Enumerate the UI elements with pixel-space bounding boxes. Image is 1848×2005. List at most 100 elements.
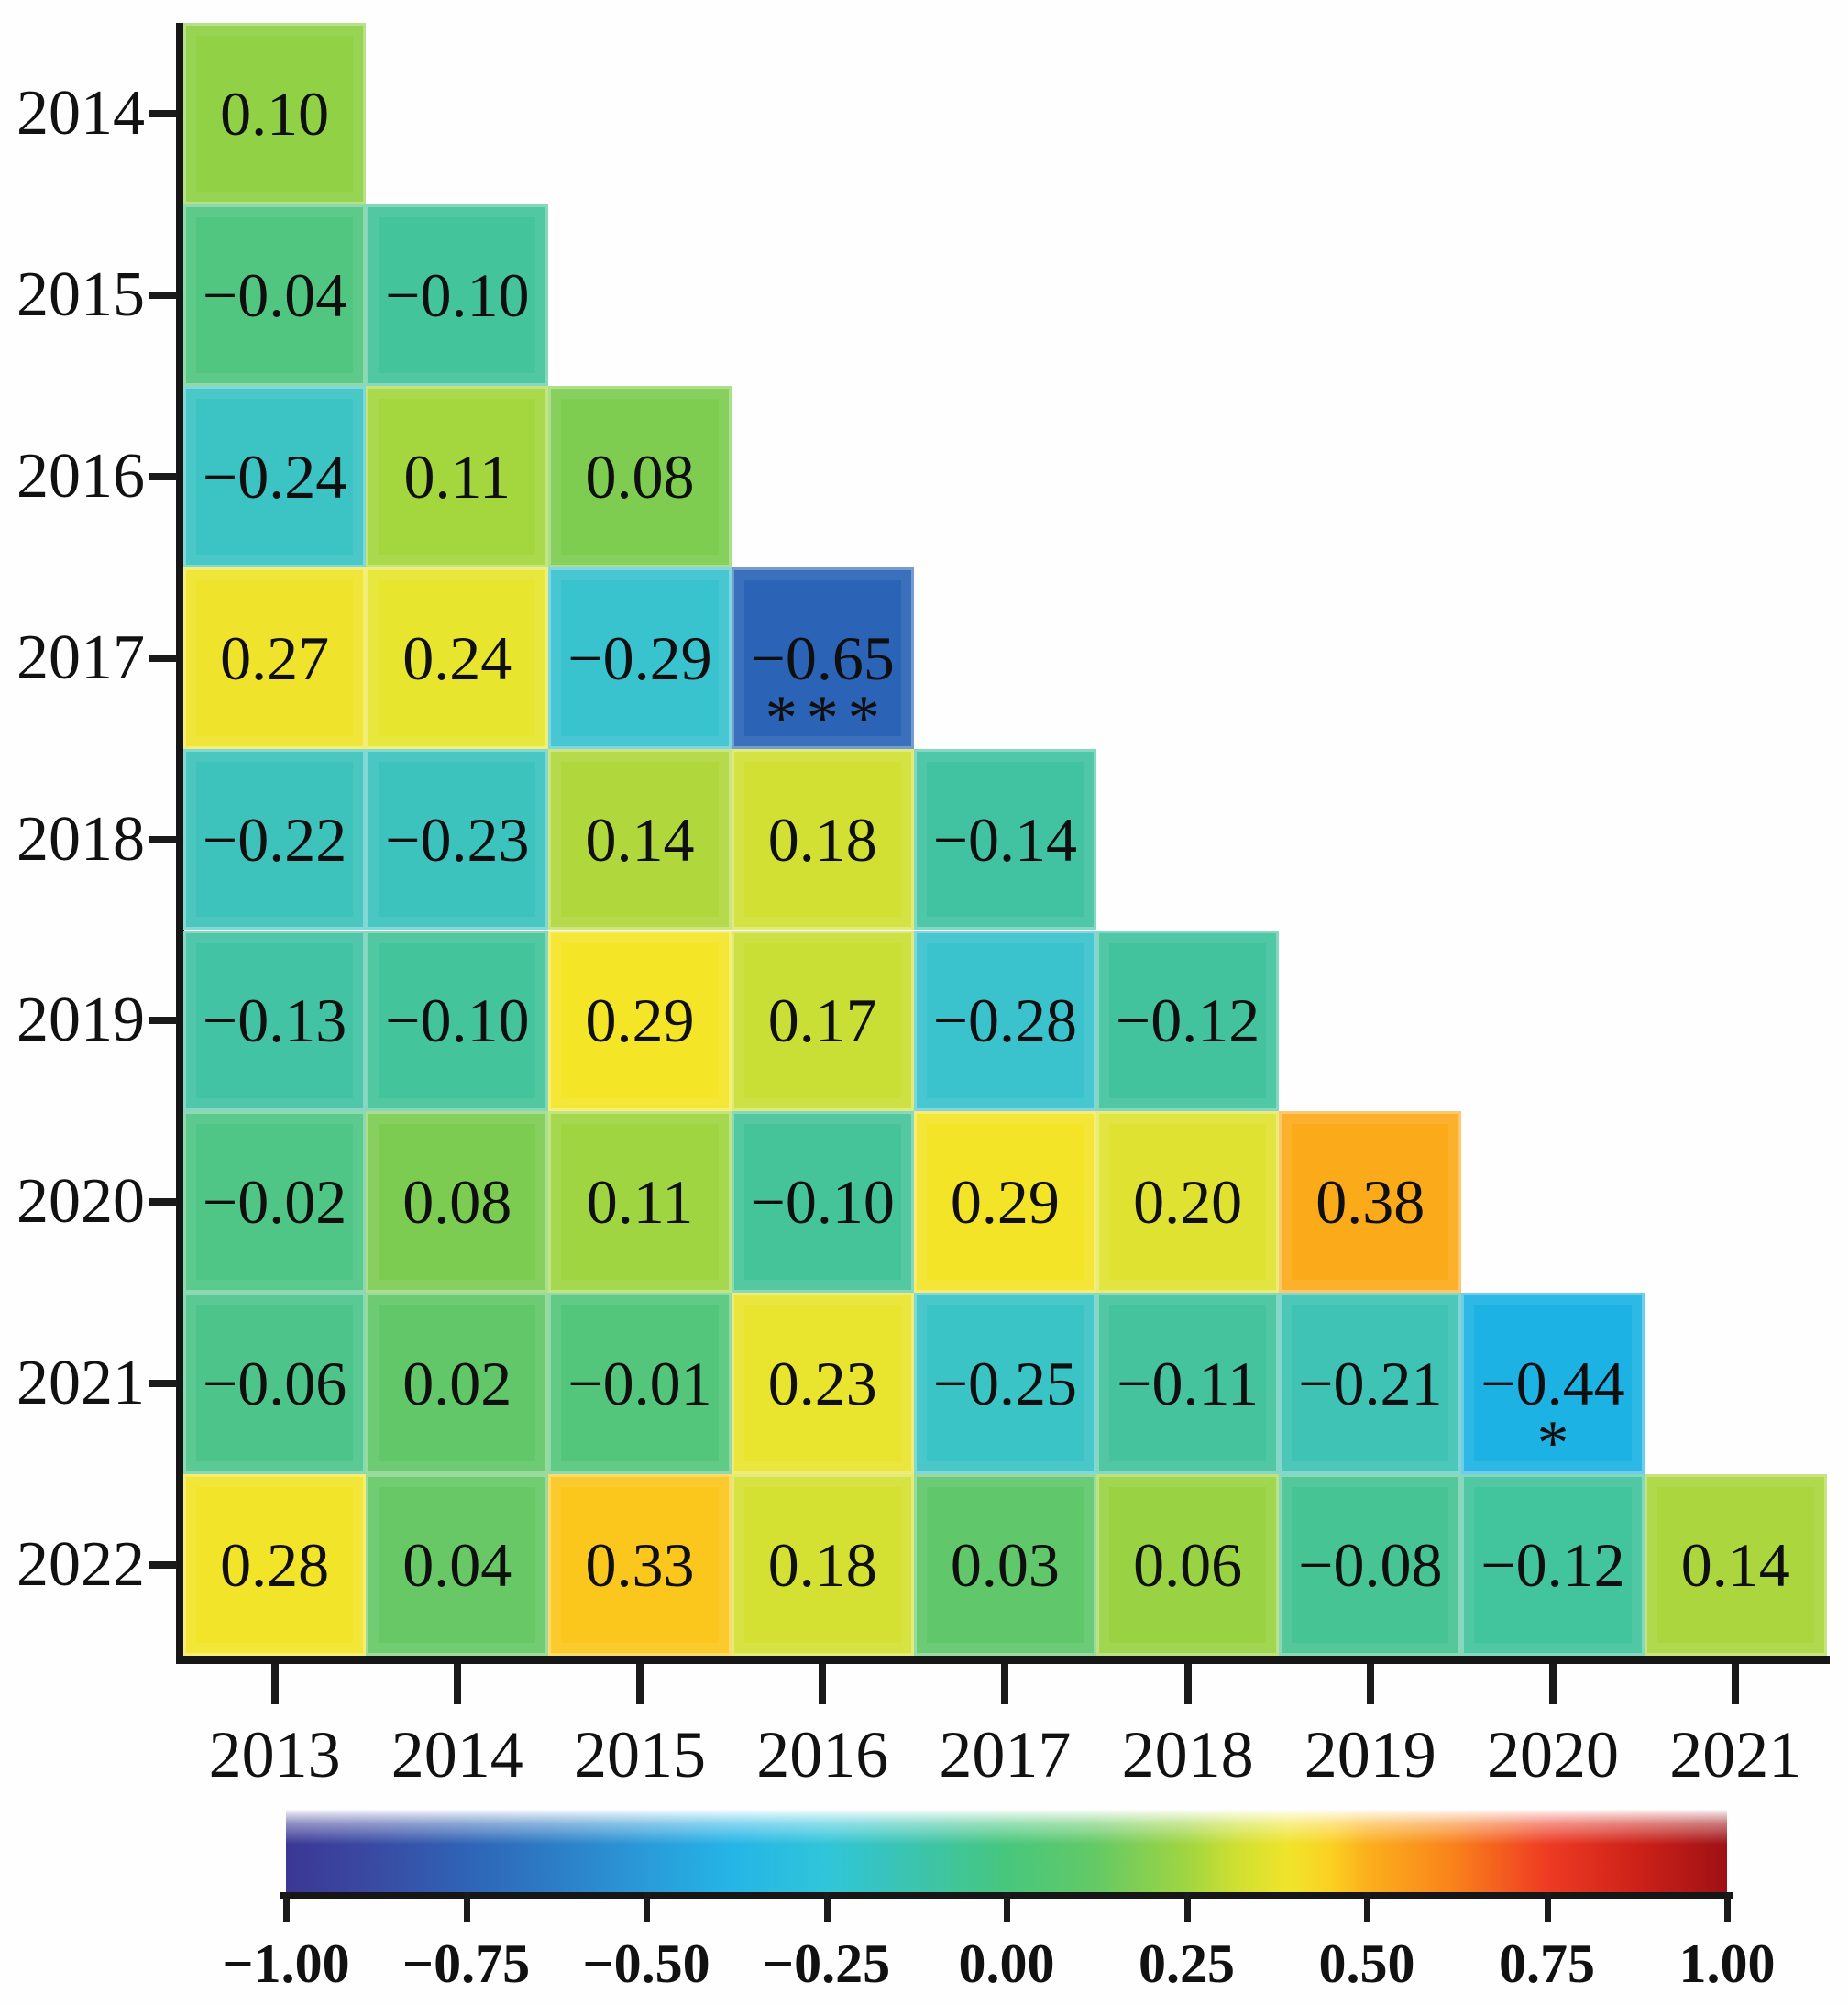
colorbar-gradient bbox=[286, 1810, 1727, 1892]
x-axis-tick bbox=[636, 1664, 644, 1704]
heatmap-cell: 0.04 bbox=[366, 1474, 549, 1657]
y-axis-tick bbox=[149, 835, 177, 843]
heatmap-cell: 0.08 bbox=[366, 1111, 549, 1294]
heatmap-cell: 0.03 bbox=[913, 1474, 1096, 1657]
cell-value: −0.10 bbox=[385, 986, 530, 1056]
cell-value: −0.01 bbox=[567, 1349, 712, 1419]
heatmap-cell: −0.13 bbox=[183, 930, 367, 1112]
heatmap-cell: 0.29 bbox=[548, 930, 732, 1112]
heatmap-cell: −0.08 bbox=[1279, 1474, 1462, 1657]
cell-value: 0.27 bbox=[220, 622, 330, 693]
cell-value: −0.21 bbox=[1298, 1349, 1443, 1419]
heatmap-cell: −0.25 bbox=[913, 1293, 1096, 1475]
colorbar-tick bbox=[283, 1892, 290, 1922]
heatmap-cell: 0.27 bbox=[183, 567, 367, 749]
cell-value: 0.38 bbox=[1315, 1167, 1425, 1238]
y-axis-tick bbox=[149, 1017, 177, 1025]
y-axis-label: 2019 bbox=[16, 985, 145, 1056]
y-axis-tick bbox=[149, 291, 177, 299]
heatmap-cell: −0.44 * bbox=[1461, 1293, 1644, 1476]
heatmap-cell: −0.06 bbox=[183, 1293, 367, 1475]
cell-value: −0.02 bbox=[202, 1167, 347, 1238]
cell-value: −0.11 bbox=[1116, 1349, 1259, 1419]
x-axis-tick bbox=[1549, 1664, 1556, 1704]
cell-value: 0.06 bbox=[1133, 1530, 1243, 1601]
x-axis-label: 2014 bbox=[390, 1718, 523, 1791]
cell-value: −0.22 bbox=[202, 804, 347, 875]
y-axis-label: 2018 bbox=[16, 803, 145, 875]
colorbar-tick bbox=[1724, 1892, 1731, 1922]
heatmap-cell: 0.24 bbox=[366, 567, 549, 749]
heatmap-cell: −0.11 bbox=[1096, 1293, 1280, 1475]
colorbar-tick-label: −0.75 bbox=[402, 1933, 531, 1994]
cell-value: −0.10 bbox=[750, 1167, 895, 1238]
cell-value: 0.04 bbox=[402, 1530, 512, 1601]
y-axis-tick bbox=[149, 1198, 177, 1206]
heatmap-cell: −0.22 bbox=[183, 748, 367, 931]
significance-stars: *** bbox=[764, 682, 889, 754]
x-axis-label: 2013 bbox=[208, 1718, 341, 1791]
heatmap-cell: 0.17 bbox=[731, 930, 914, 1112]
heatmap-cell: −0.01 bbox=[548, 1293, 732, 1475]
cell-value: 0.18 bbox=[767, 804, 877, 875]
x-axis-tick bbox=[819, 1664, 827, 1704]
cell-value: −0.10 bbox=[385, 259, 530, 330]
y-axis-label: 2022 bbox=[16, 1529, 145, 1601]
colorbar-tick bbox=[823, 1892, 830, 1922]
cell-value: 0.14 bbox=[1680, 1530, 1790, 1601]
cell-value: −0.06 bbox=[202, 1349, 347, 1419]
colorbar-tick bbox=[644, 1892, 650, 1922]
x-axis-label: 2017 bbox=[939, 1718, 1072, 1791]
cell-value: −0.23 bbox=[385, 804, 530, 875]
y-axis-label: 2021 bbox=[16, 1348, 145, 1419]
colorbar-tick-label: 0.25 bbox=[1138, 1933, 1235, 1994]
heatmap-cell: 0.02 bbox=[366, 1293, 549, 1475]
cell-value: −0.28 bbox=[932, 986, 1078, 1056]
cell-value: 0.28 bbox=[220, 1530, 330, 1601]
colorbar-tick-label: −0.25 bbox=[762, 1933, 891, 1994]
heatmap-cell: 0.18 bbox=[731, 1474, 914, 1657]
colorbar-tick-label: 0.50 bbox=[1318, 1933, 1415, 1994]
cell-value: −0.25 bbox=[932, 1349, 1078, 1419]
heatmap-cell: 0.23 bbox=[731, 1293, 914, 1475]
heatmap-cell: −0.10 bbox=[366, 930, 549, 1112]
y-axis-label: 2017 bbox=[16, 622, 145, 693]
colorbar-tick-label: −0.50 bbox=[582, 1933, 710, 1994]
x-axis-line bbox=[176, 1656, 1830, 1664]
x-axis-label: 2015 bbox=[574, 1718, 706, 1791]
heatmap-cell: 0.11 bbox=[366, 385, 549, 567]
x-axis-tick bbox=[1183, 1664, 1192, 1704]
cell-value: 0.10 bbox=[220, 78, 330, 149]
heatmap-cell: −0.10 bbox=[731, 1111, 914, 1294]
y-axis-tick bbox=[149, 654, 177, 662]
x-axis-tick bbox=[270, 1664, 279, 1704]
heatmap-cell: −0.28 bbox=[913, 930, 1096, 1112]
heatmap-cell: −0.12 bbox=[1461, 1474, 1644, 1657]
colorbar-tick bbox=[1544, 1892, 1551, 1922]
cell-value: 0.29 bbox=[950, 1167, 1060, 1238]
heatmap-cell: −0.29 bbox=[548, 567, 732, 749]
cell-value: 0.02 bbox=[402, 1349, 512, 1419]
heatmap-cell: −0.04 bbox=[183, 204, 367, 386]
x-axis-tick bbox=[1001, 1664, 1009, 1704]
y-axis-tick bbox=[149, 472, 177, 480]
heatmap-cell: −0.14 bbox=[913, 748, 1096, 931]
y-axis-label: 2020 bbox=[16, 1166, 145, 1238]
cell-value: −0.08 bbox=[1298, 1530, 1443, 1601]
heatmap-cell: 0.06 bbox=[1096, 1474, 1280, 1657]
cell-value: −0.13 bbox=[202, 986, 347, 1056]
heatmap-cell: 0.20 bbox=[1096, 1111, 1280, 1294]
cell-value: 0.23 bbox=[767, 1349, 877, 1419]
cell-value: −0.12 bbox=[1115, 986, 1260, 1056]
heatmap-cell: −0.24 bbox=[183, 385, 367, 567]
heatmap-cell: −0.10 bbox=[366, 204, 549, 386]
heatmap-cell: 0.08 bbox=[548, 385, 732, 567]
cell-value: 0.11 bbox=[403, 441, 512, 512]
heatmap-cell: 0.14 bbox=[1644, 1474, 1827, 1657]
cell-value: −0.65 bbox=[750, 622, 895, 693]
x-axis-label: 2019 bbox=[1304, 1718, 1436, 1791]
heatmap-cell: 0.14 bbox=[548, 748, 732, 931]
cell-value: −0.44 bbox=[1480, 1349, 1625, 1419]
heatmap-cell: 0.28 bbox=[183, 1474, 367, 1657]
colorbar-tick-label: 0.00 bbox=[958, 1933, 1055, 1994]
